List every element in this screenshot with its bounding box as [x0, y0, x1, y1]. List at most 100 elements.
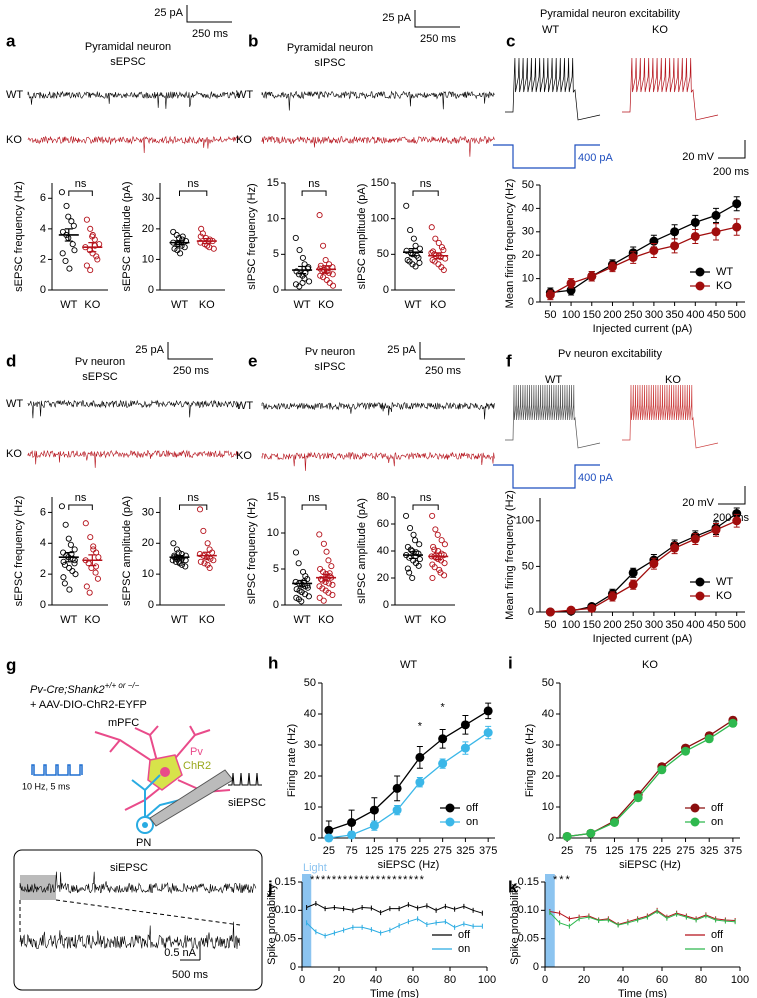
point	[177, 250, 184, 257]
y-axis-label: Firing rate (Hz)	[286, 724, 298, 797]
y-tick-label: 10	[542, 801, 554, 813]
panel-letter: a	[6, 31, 16, 50]
y-tick-label: 0	[40, 599, 46, 611]
point	[329, 282, 337, 289]
y-tick-label: 20	[304, 770, 316, 782]
sem-bar	[434, 552, 443, 561]
point	[305, 593, 312, 600]
point	[403, 202, 410, 209]
significance: ***	[553, 874, 572, 886]
point	[89, 233, 96, 240]
scale-bar	[718, 486, 746, 505]
x-tick-label: 20	[333, 974, 345, 986]
point	[432, 235, 439, 242]
series-line	[550, 512, 738, 613]
sem-bar	[202, 238, 211, 245]
point	[704, 734, 714, 744]
panel-letter: h	[268, 653, 278, 672]
sem-bar	[322, 573, 331, 582]
y-tick-label: 5	[273, 248, 279, 260]
point	[62, 257, 69, 265]
y-tick-label: 40	[377, 545, 389, 557]
genotype-text: Pv-Cre;Shank2	[30, 684, 105, 696]
y-tick-label: 150	[371, 177, 389, 189]
scale-y: 20 mV	[682, 151, 714, 163]
point	[306, 278, 313, 285]
trace	[261, 401, 495, 420]
y-tick-label: 10	[142, 568, 154, 580]
point	[649, 559, 659, 569]
point	[657, 765, 667, 775]
cell-label: Pv	[190, 746, 203, 758]
point	[566, 605, 576, 615]
point	[628, 253, 638, 263]
y-tick-label: 0.10	[275, 904, 296, 916]
x-tick-label: 25	[323, 845, 335, 857]
x-tick-label: 175	[629, 845, 647, 857]
point	[206, 564, 213, 572]
point	[690, 231, 700, 241]
point	[732, 199, 742, 209]
significance: ns	[308, 492, 320, 504]
x-tick-label: 350	[665, 309, 683, 321]
point	[170, 540, 177, 547]
x-tick-label: 125	[365, 845, 383, 857]
y-tick-label: 0	[548, 832, 554, 844]
point	[416, 556, 423, 563]
panel-letter: i	[508, 653, 513, 672]
significance: ns	[187, 492, 199, 504]
y-axis-label: sEPSC frequency (Hz)	[13, 496, 25, 607]
legend-label: on	[711, 943, 723, 955]
point	[173, 546, 180, 553]
inset-trace	[19, 871, 257, 895]
x-tick-label: KO	[199, 299, 215, 311]
series-line	[549, 909, 736, 926]
inset-scale-y: 0.5 nA	[164, 947, 196, 959]
point	[432, 526, 439, 533]
significance: ns	[308, 178, 320, 190]
spike-train	[622, 57, 719, 121]
point	[322, 256, 329, 264]
point	[440, 266, 447, 274]
virus: + AAV-DIO-ChR2-EYFP	[30, 699, 147, 711]
y-tick-label: 30	[542, 739, 554, 751]
scale-x: 250 ms	[192, 28, 229, 40]
y-tick-label: 80	[377, 491, 389, 503]
point	[60, 574, 67, 581]
y-tick-label: 60	[377, 518, 389, 530]
y-tick-label: 10	[267, 213, 279, 225]
point	[438, 244, 445, 251]
y-tick-label: 0.05	[518, 933, 539, 945]
y-tick-label: 20	[522, 249, 534, 261]
light-pulses	[31, 764, 83, 776]
point	[369, 805, 379, 815]
x-tick-label: KO	[430, 614, 446, 626]
point	[415, 562, 422, 569]
point	[71, 560, 78, 567]
genotype: Pv-Cre;Shank2+/+ or −/−	[30, 681, 140, 696]
significance: ns	[420, 178, 432, 190]
point	[670, 241, 680, 251]
point	[411, 537, 419, 544]
legend-label: on	[458, 943, 470, 955]
y-tick-label: 2	[40, 253, 46, 265]
point	[83, 216, 90, 223]
point	[69, 568, 76, 575]
point	[299, 254, 306, 261]
point	[295, 271, 303, 278]
point	[438, 537, 445, 544]
x-tick-label: 250	[624, 309, 642, 321]
panel-letter: g	[6, 655, 16, 674]
point	[628, 568, 638, 578]
x-tick-label: KO	[318, 299, 334, 311]
y-tick-label: 15	[267, 177, 279, 189]
x-tick-label: WT	[404, 614, 421, 626]
target-label: PN	[136, 837, 151, 849]
y-tick-label: 50	[542, 677, 554, 689]
point	[328, 563, 335, 570]
legend-label: off	[711, 802, 724, 814]
y-tick-label: 0	[383, 599, 389, 611]
point	[628, 580, 638, 590]
point	[431, 564, 438, 571]
scale-x: 200 ms	[713, 166, 750, 178]
